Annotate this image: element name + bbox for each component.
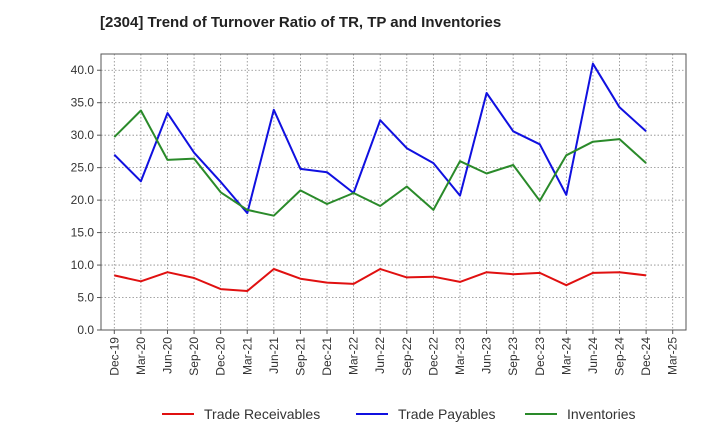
x-tick-label: Mar-21 <box>240 337 254 375</box>
series-lines <box>113 62 647 292</box>
x-tick-label: Sep-22 <box>400 337 414 376</box>
series-line-trade-receivables <box>114 268 647 292</box>
y-tick-label: 30.0 <box>71 128 95 142</box>
x-tick-label: Mar-25 <box>666 337 680 375</box>
x-tick-label: Dec-23 <box>533 337 547 376</box>
chart-title: [2304] Trend of Turnover Ratio of TR, TP… <box>100 14 502 31</box>
y-tick-label: 35.0 <box>71 96 95 110</box>
series-line-trade-payables <box>113 62 647 215</box>
series-line-inventories <box>113 109 647 217</box>
y-tick-label: 5.0 <box>77 291 94 305</box>
x-tick-label: Mar-22 <box>347 337 361 375</box>
x-tick-label: Sep-24 <box>613 337 627 376</box>
y-tick-label: 15.0 <box>71 226 95 240</box>
x-tick-label: Dec-21 <box>320 337 334 376</box>
x-tick-label: Mar-24 <box>559 337 573 375</box>
x-tick-label: Jun-20 <box>160 337 174 374</box>
legend-label: Inventories <box>567 406 635 422</box>
grid-lines <box>101 54 686 331</box>
x-tick-label: Jun-24 <box>586 337 600 374</box>
x-tick-label: Dec-22 <box>426 337 440 376</box>
x-tick-label: Mar-23 <box>453 337 467 375</box>
x-axis: Dec-19 Mar-20 Jun-20 Sep-20 Dec-20 Mar-21 Jun-… <box>107 330 680 376</box>
y-tick-label: 40.0 <box>71 63 95 77</box>
y-tick-label: 20.0 <box>71 193 95 207</box>
x-tick-label: Sep-23 <box>506 337 520 376</box>
x-tick-label: Sep-20 <box>187 337 201 376</box>
x-tick-label: Jun-21 <box>267 337 281 374</box>
x-tick-label: Dec-19 <box>107 337 121 376</box>
x-tick-label: Dec-20 <box>214 337 228 376</box>
y-axis: 0.0 5.0 10.0 15.0 20.0 25.0 30.0 35.0 40.0 <box>71 63 101 337</box>
x-tick-label: Sep-21 <box>293 337 307 376</box>
x-tick-label: Jun-22 <box>373 337 387 374</box>
y-tick-label: 0.0 <box>77 323 94 337</box>
legend: Trade Receivables Trade Payables Inventori… <box>162 406 635 422</box>
legend-label: Trade Payables <box>398 406 496 422</box>
plot-frame <box>100 53 687 331</box>
y-tick-label: 10.0 <box>71 258 95 272</box>
x-tick-label: Dec-24 <box>639 337 653 376</box>
y-tick-label: 25.0 <box>71 161 95 175</box>
x-tick-label: Jun-23 <box>480 337 494 374</box>
x-tick-label: Mar-20 <box>134 337 148 375</box>
legend-label: Trade Receivables <box>204 406 320 422</box>
